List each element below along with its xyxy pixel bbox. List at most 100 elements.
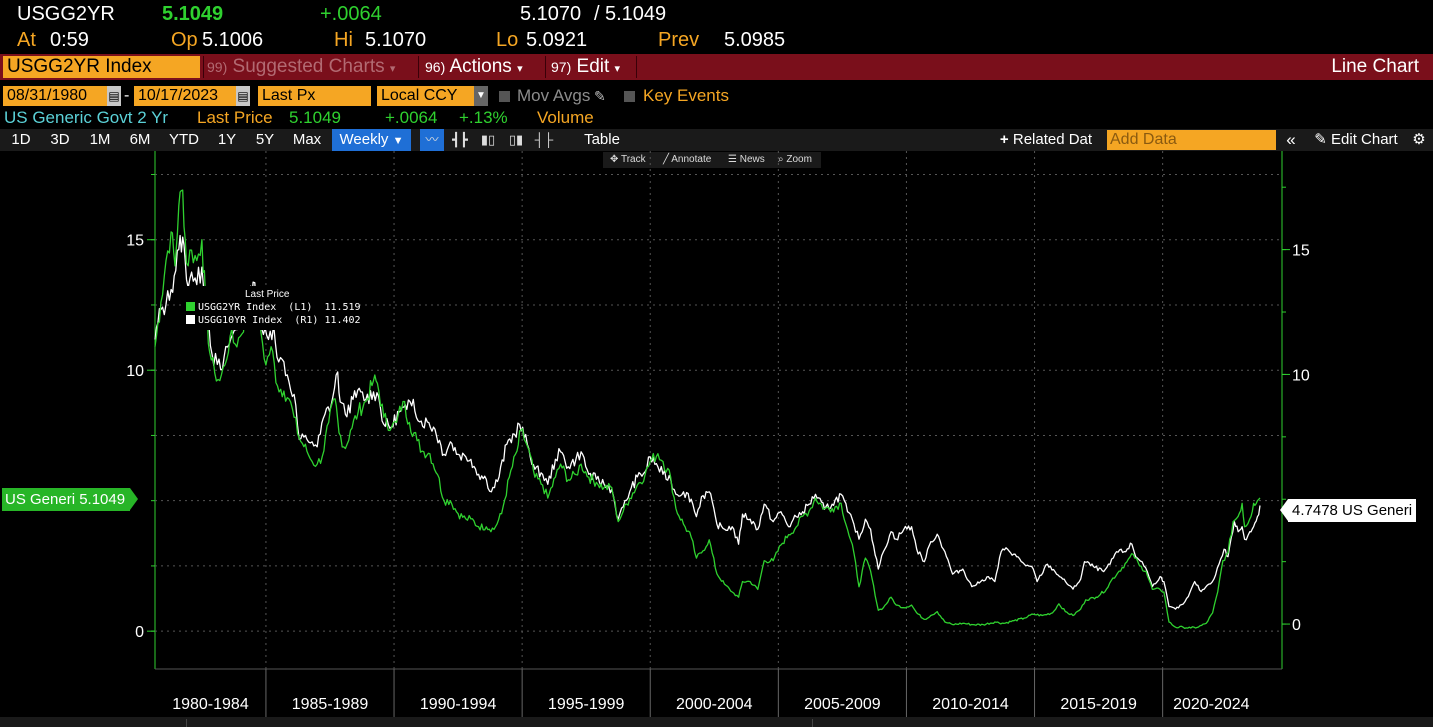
news-tool[interactable]: ☰ News [728,152,765,168]
mov-avgs-label: Mov Avgs [517,86,591,105]
period-ytd-button[interactable]: YTD [169,131,199,148]
zoom-tool[interactable]: ⌕ Zoom [778,152,812,168]
line-chart-icon[interactable]: 〰 [420,129,444,151]
frequency-select[interactable]: Weekly ▼ [332,129,411,151]
gear-icon[interactable]: ⚙ [1412,131,1426,148]
mov-avgs-checkbox[interactable] [499,91,510,102]
open-label: Op [171,29,198,51]
chart-parameters: 08/31/1980 ▤ - 10/17/2023 ▤ Last Px Loca… [0,86,1433,108]
suggested-charts-label: Suggested Charts [232,56,385,77]
bottom-status-bar [0,717,1433,727]
add-data-input[interactable] [1107,130,1276,150]
period-max-button[interactable]: Max [292,131,322,148]
tooltip-row-value: 11.402 [324,315,361,326]
quote-bid: 5.1070 [520,3,582,25]
quote-ticker: USGG2YR [17,3,115,25]
low-value: 5.0921 [526,29,588,51]
change-value: +.0064 [385,108,438,127]
track-label: Track [620,154,646,165]
calendar-icon[interactable]: ▤ [236,86,250,106]
legend-swatch [186,315,195,324]
x-tick-label: 1995-1999 [548,696,625,713]
pencil-icon[interactable]: ✎ [594,88,606,104]
period-1m-button[interactable]: 1M [89,131,111,148]
annotate-label: Annotate [671,154,712,165]
news-label: News [739,154,765,165]
hollow-candle-icon[interactable]: ▯▮ [508,132,524,147]
start-date-field[interactable]: 08/31/1980 [3,86,107,106]
tooltip-row-label: USGG10YR Index (R1) [198,315,319,326]
x-tick-label: 2020-2024 [1173,696,1250,713]
quote-change: +.0064 [320,3,382,25]
edit-chart-button[interactable]: ✎ Edit Chart [1306,129,1406,151]
field-select[interactable]: Last Px [258,86,371,106]
related-data-button[interactable]: + Related Dat [988,129,1104,151]
high-low-icon[interactable]: ┤├ [534,132,554,147]
x-tick-label: 1990-1994 [420,696,497,713]
quote-ask: 5.1049 [605,3,667,25]
edit-chart-label: Edit Chart [1331,131,1398,148]
security-input[interactable]: USGG2YR Index [3,56,200,78]
menu-divider [203,56,204,78]
at-value: 0:59 [50,29,89,51]
volume-label: Volume [537,108,594,127]
function-menu-bar: USGG2YR Index 99) Suggested Charts ▾ 96)… [0,54,1433,80]
chevron-down-icon: ▼ [392,135,404,147]
legend-swatch [186,302,195,311]
chart-type-label: Line Chart [1331,56,1419,77]
line-chart[interactable]: 0 10 15 0 10 15 1980-1984 1985-1989 1990-1994 199… [0,151,1433,717]
period-5y-button[interactable]: 5Y [255,131,275,148]
left-tick-label: 15 [126,233,144,250]
menu-divider [636,56,637,78]
related-data-label: Related Dat [1012,131,1093,148]
period-1y-button[interactable]: 1Y [217,131,237,148]
status-divider [186,719,187,727]
period-6m-button[interactable]: 6M [129,131,151,148]
actions-menu[interactable]: 96) Actions ▾ [425,54,523,80]
key-events-checkbox[interactable] [624,91,635,102]
candlestick-icon[interactable]: ▮▯ [480,132,496,147]
price-tooltip: Last Price USGG2YR Index (L1) 11.519 USG… [182,286,361,330]
suggested-charts-menu[interactable]: 99) Suggested Charts ▾ [207,54,395,80]
left-tick-label: 0 [135,624,144,641]
open-value: 5.1006 [202,29,264,51]
high-label: Hi [334,29,353,51]
ohlc-bar-icon[interactable]: ┫┣ [452,132,468,147]
collapse-button[interactable]: « [1286,130,1296,149]
low-label: Lo [496,29,519,51]
edit-number: 97) [551,59,572,75]
chevron-down-icon[interactable]: ▼ [474,86,488,106]
menu-divider [545,56,546,78]
left-tick-label: 10 [126,363,144,380]
annotate-tool[interactable]: ╱ Annotate [663,152,711,168]
x-tick-label: 2015-2019 [1060,696,1137,713]
key-events-label: Key Events [643,86,729,105]
currency-select[interactable]: Local CCY [377,86,474,106]
chart-subtools: ✥ Track ╱ Annotate ☰ News ⌕ Zoom [603,152,821,168]
chevron-down-icon: ▾ [614,63,621,75]
suggested-charts-number: 99) [207,59,228,75]
period-1d-button[interactable]: 1D [11,131,31,148]
plus-icon: + [999,131,1009,148]
right-tick-label: 0 [1292,617,1301,634]
tooltip-row-value: 11.519 [324,302,361,313]
track-tool[interactable]: ✥ Track [610,152,646,168]
crosshair-icon: ✥ [610,154,621,165]
actions-label: Actions [449,56,512,77]
series-name: US Generic Govt 2 Yr [4,108,169,127]
tooltip-row: USGG2YR Index (L1) 11.519 [186,302,361,314]
right-tick-label: 10 [1292,367,1310,384]
calendar-icon[interactable]: ▤ [107,86,121,106]
zoom-icon: ⌕ [778,154,787,165]
last-price-label: Last Price [197,108,273,127]
usgg2yr-index-series-line [154,189,1261,630]
x-tick-label: 1980-1984 [172,696,249,713]
end-date-field[interactable]: 10/17/2023 [134,86,236,106]
edit-label: Edit [576,56,610,77]
zoom-label: Zoom [786,154,812,165]
period-3d-button[interactable]: 3D [50,131,70,148]
quote-last-price: 5.1049 [162,3,224,25]
x-tick-label: 1985-1989 [292,696,369,713]
table-button[interactable]: Table [584,131,620,148]
edit-menu[interactable]: 97) Edit ▾ [551,54,620,80]
